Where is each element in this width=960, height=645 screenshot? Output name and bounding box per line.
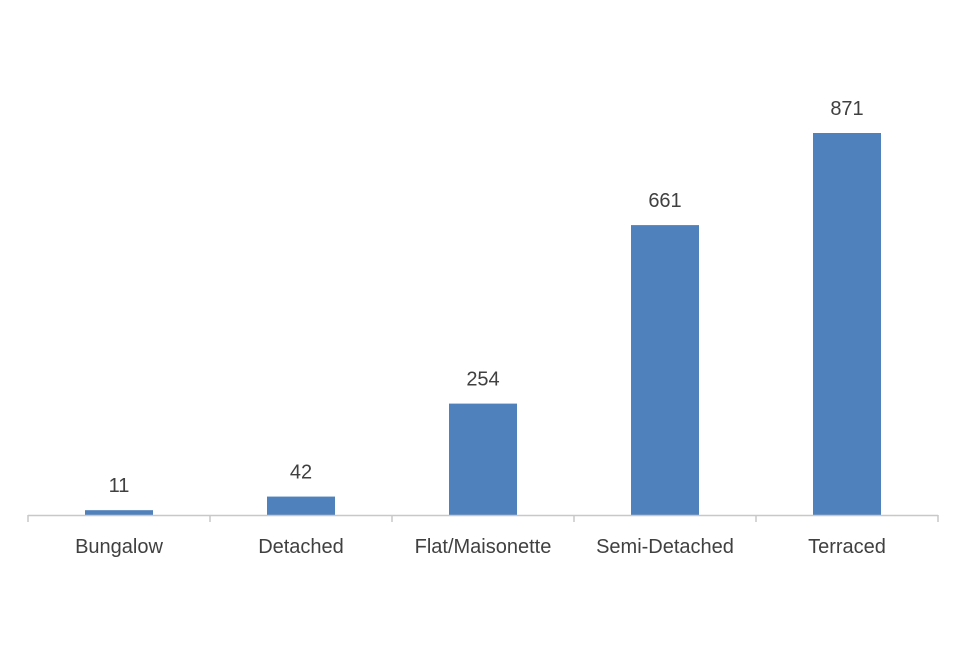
bars-layer — [85, 133, 881, 516]
bar-detached — [267, 496, 335, 515]
value-labels-layer: 11 42 254 661 871 — [109, 98, 864, 497]
data-label: 42 — [290, 462, 312, 484]
data-label: 254 — [466, 369, 499, 391]
category-label: Flat/Maisonette — [415, 536, 552, 558]
data-label: 661 — [648, 190, 681, 212]
bar-terraced — [813, 133, 881, 515]
category-label: Detached — [258, 536, 344, 558]
category-label: Semi-Detached — [596, 536, 734, 558]
bar-flat-maisonette — [449, 403, 517, 515]
category-label: Terraced — [808, 536, 886, 558]
bar-semi-detached — [631, 225, 699, 516]
data-label: 11 — [109, 475, 130, 497]
data-label: 871 — [830, 98, 863, 120]
category-label: Bungalow — [75, 536, 163, 558]
bar-bungalow — [85, 510, 153, 515]
category-labels-layer: Bungalow Detached Flat/Maisonette Semi-Deta… — [75, 536, 886, 558]
x-axis — [27, 514, 939, 522]
